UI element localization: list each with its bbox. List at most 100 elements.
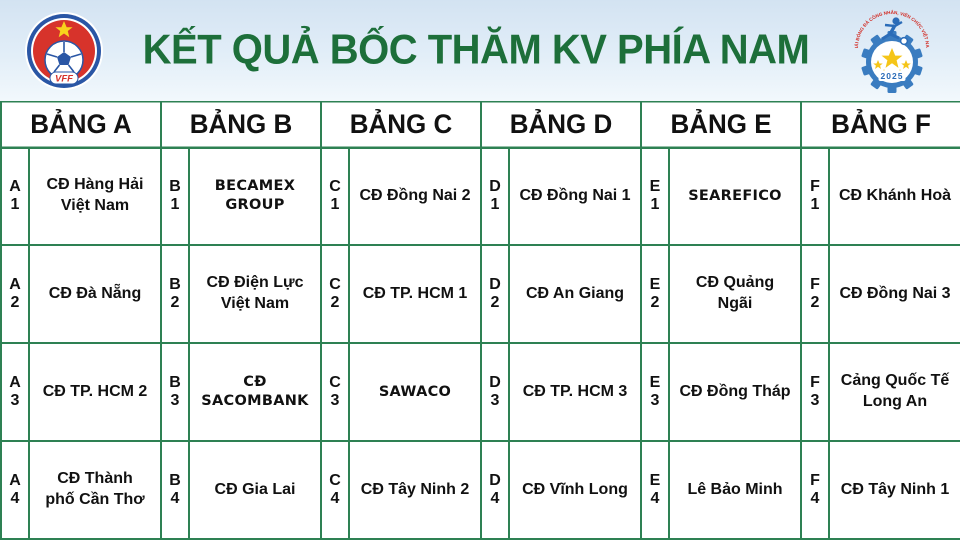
group-header-d: BẢNG D	[480, 100, 642, 149]
group-header-f: BẢNG F	[799, 100, 960, 149]
tournament-logo-icon: GIẢI BÓNG ĐÁ CÔNG NHÂN, VIÊN CHỨC VIỆT N…	[848, 4, 930, 93]
slot-number: 2	[810, 294, 820, 311]
slot-number: 3	[330, 392, 340, 409]
slot-letter: A	[9, 472, 21, 490]
team-name: CĐ Đồng Nai 1	[508, 146, 642, 246]
group-header-b: BẢNG B	[160, 100, 322, 149]
slot-letter: F	[810, 374, 820, 392]
team-name: CĐ Điện Lực Việt Nam	[188, 244, 322, 344]
slot-letter: B	[169, 374, 181, 392]
slot-letter: A	[9, 374, 21, 392]
team-name: CĐ TP. HCM 1	[348, 244, 482, 344]
vff-logo-icon: VFF	[25, 11, 103, 90]
slot-letter: A	[9, 178, 21, 196]
tournament-year: 2025	[881, 71, 904, 81]
team-name: CĐ Đồng Tháp	[668, 342, 802, 442]
slot-letter: E	[649, 178, 661, 196]
slot-letter: C	[329, 374, 341, 392]
team-name: CĐ Quảng Ngãi	[668, 244, 802, 344]
page-title: KẾT QUẢ BỐC THĂM KV PHÍA NAM	[142, 27, 810, 73]
vff-label: VFF	[55, 73, 73, 84]
slot-number: 2	[490, 294, 500, 311]
slot-letter: E	[649, 276, 661, 294]
slot-letter: B	[169, 178, 181, 196]
slot-number: 1	[810, 196, 820, 214]
slot-number: 2	[170, 294, 180, 311]
team-name: Cảng Quốc Tế Long An	[827, 342, 960, 442]
slot-number: 4	[330, 490, 340, 507]
slot-letter: F	[810, 472, 820, 490]
slot-number: 4	[490, 490, 500, 507]
team-name: CĐ SACOMBANK	[188, 342, 322, 442]
team-name: CĐ Thành phố Cần Thơ	[28, 440, 162, 540]
team-name: BECAMEX GROUP	[188, 146, 322, 246]
slot-letter: F	[810, 276, 820, 294]
slot-letter: D	[489, 374, 501, 392]
team-name: SEAREFICO	[668, 146, 802, 246]
slot-letter: F	[810, 178, 820, 196]
banner: VFF KẾT QUẢ BỐC THĂM KV PHÍA NAM GIẢI BÓ…	[0, 0, 960, 101]
slot-number: 1	[330, 196, 340, 214]
team-name: CĐ Vĩnh Long	[508, 440, 642, 540]
slot-number: 3	[170, 392, 180, 409]
team-name: CĐ Đồng Nai 2	[348, 146, 482, 246]
team-name: CĐ Hàng Hải Việt Nam	[28, 146, 162, 246]
slot-letter: D	[489, 178, 501, 196]
slot-letter: E	[649, 374, 661, 392]
slot-number: 4	[650, 490, 660, 507]
team-name: CĐ Tây Ninh 2	[348, 440, 482, 540]
team-name: CĐ Khánh Hoà	[827, 146, 960, 246]
slot-number: 1	[170, 196, 180, 214]
team-name: CĐ TP. HCM 3	[508, 342, 642, 442]
group-header-row: BẢNG A BẢNG B BẢNG C BẢNG D BẢNG E BẢNG …	[0, 100, 960, 149]
team-name: CĐ Đà Nẵng	[28, 244, 162, 344]
team-name: CĐ Đồng Nai 3	[827, 244, 960, 344]
slot-number: 3	[490, 392, 500, 409]
team-name: SAWACO	[348, 342, 482, 442]
team-name: CĐ An Giang	[508, 244, 642, 344]
team-name: CĐ TP. HCM 2	[28, 342, 162, 442]
slot-letter: E	[649, 472, 661, 490]
slot-letter: B	[169, 276, 181, 294]
draw-table: BẢNG A BẢNG B BẢNG C BẢNG D BẢNG E BẢNG …	[0, 100, 960, 540]
group-header-c: BẢNG C	[320, 100, 482, 149]
slot-number: 3	[650, 392, 660, 409]
slot-number: 1	[10, 196, 20, 214]
slot-number: 2	[650, 294, 660, 311]
slot-letter: A	[9, 276, 21, 294]
slot-letter: D	[489, 276, 501, 294]
slot-letter: C	[329, 472, 341, 490]
player-silhouette-icon	[881, 16, 909, 45]
slot-number: 1	[490, 196, 500, 214]
team-name: CĐ Gia Lai	[188, 440, 322, 540]
slot-letter: C	[329, 178, 341, 196]
team-name: CĐ Tây Ninh 1	[827, 440, 960, 540]
group-header-a: BẢNG A	[0, 100, 162, 149]
slot-number: 2	[10, 294, 20, 311]
